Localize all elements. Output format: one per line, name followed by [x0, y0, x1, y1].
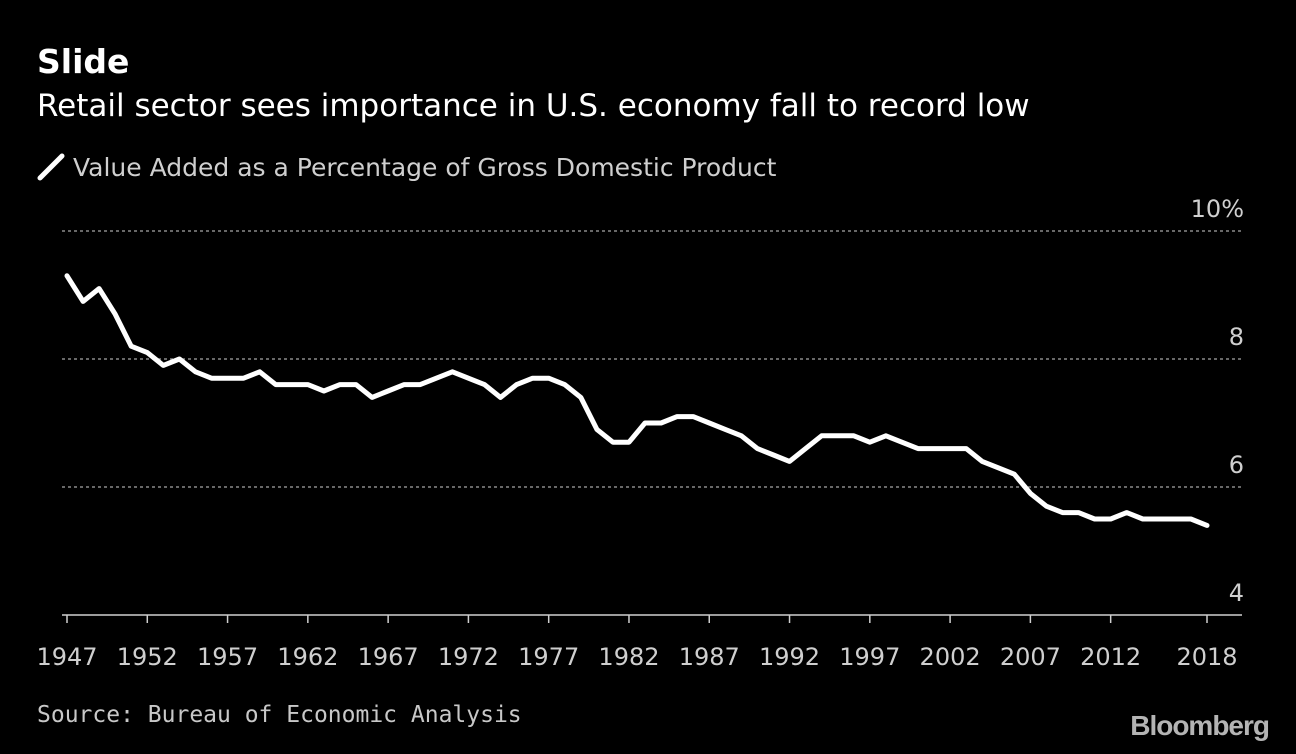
source-note: Source: Bureau of Economic Analysis: [37, 702, 522, 728]
y-tick-label: 6: [1229, 451, 1244, 479]
x-tick-label: 2002: [920, 643, 981, 671]
x-tick-label: 1977: [518, 643, 579, 671]
x-tick-label: 1967: [358, 643, 419, 671]
x-tick-label: 1962: [277, 643, 338, 671]
x-tick-label: 2018: [1176, 643, 1237, 671]
y-tick-label: 8: [1229, 323, 1244, 351]
y-tick-label: 4: [1229, 579, 1244, 607]
y-tick-label: 10%: [1191, 195, 1244, 223]
x-tick-label: 1982: [598, 643, 659, 671]
x-tick-label: 1952: [117, 643, 178, 671]
x-tick-label: 1997: [839, 643, 900, 671]
series-line-0: [64, 273, 1210, 528]
x-tick-label: 1987: [679, 643, 740, 671]
brand-logo: Bloomberg: [1130, 710, 1270, 741]
legend-label-series: Value Added as a Percentage of Gross Dom…: [73, 152, 777, 182]
legend: Value Added as a Percentage of Gross Dom…: [37, 150, 776, 184]
x-tick-label: 1947: [36, 643, 97, 671]
chart-subtitle: Retail sector sees importance in U.S. ec…: [37, 88, 1030, 124]
legend-line-icon: [37, 153, 65, 181]
x-tick-label: 1972: [438, 643, 499, 671]
x-tick-label: 2012: [1080, 643, 1141, 671]
x-tick-label: 1957: [197, 643, 258, 671]
x-tick-label: 2007: [1000, 643, 1061, 671]
x-tick-label: 1992: [759, 643, 820, 671]
chart-title: Slide: [37, 42, 130, 81]
